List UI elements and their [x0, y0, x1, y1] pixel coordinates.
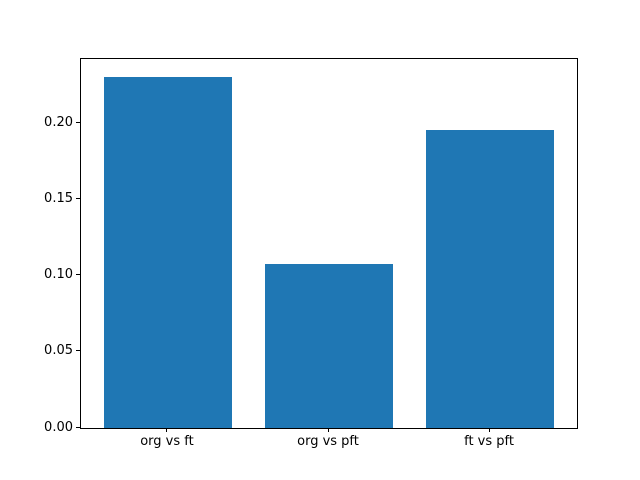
- bar-org-vs-pft: [264, 263, 394, 428]
- y-tick-mark: [76, 274, 80, 276]
- x-tick-label: org vs pft: [297, 434, 359, 449]
- y-tick-label: 0.10: [44, 267, 73, 283]
- y-tick-label: 0.05: [44, 343, 73, 359]
- y-tick-mark: [76, 198, 80, 200]
- bar-ft-vs-pft: [425, 129, 555, 428]
- y-tick-mark: [76, 350, 80, 352]
- plot-area: [80, 58, 578, 429]
- x-tick-label: org vs ft: [140, 434, 194, 449]
- y-tick-mark: [76, 122, 80, 124]
- bar-org-vs-ft: [103, 76, 233, 428]
- x-tick-mark: [327, 428, 329, 432]
- x-tick-mark: [488, 428, 490, 432]
- x-tick-mark: [166, 428, 168, 432]
- x-tick-label: ft vs pft: [464, 434, 514, 449]
- y-tick-label: 0.15: [44, 191, 73, 207]
- y-tick-label: 0.00: [44, 419, 73, 435]
- y-tick-mark: [76, 426, 80, 428]
- y-tick-label: 0.20: [44, 115, 73, 131]
